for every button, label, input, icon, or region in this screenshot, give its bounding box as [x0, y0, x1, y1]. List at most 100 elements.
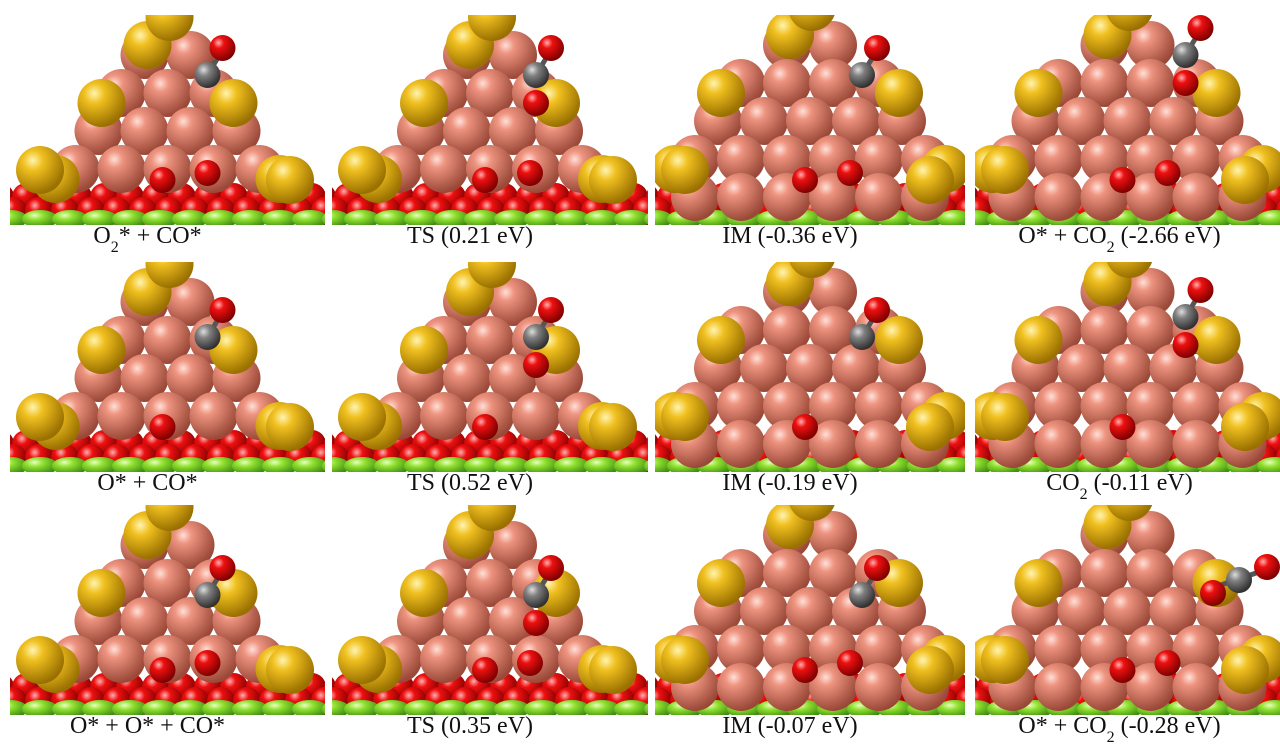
atom [472, 414, 498, 440]
structure-panel [308, 240, 687, 475]
atom [855, 173, 903, 221]
atom [517, 650, 543, 676]
caption-text: IM (-0.07 eV) [722, 713, 857, 739]
atom [472, 167, 498, 193]
structure-panel [631, 0, 1010, 228]
atom [1035, 663, 1083, 711]
atom [864, 297, 890, 323]
caption-text: (-0.11 eV) [1088, 470, 1193, 496]
page: O2* + CO*TS (0.21 eV)IM (-0.36 eV)O* + C… [0, 0, 1280, 749]
atom [210, 35, 236, 61]
atom [1173, 332, 1199, 358]
caption-text: CO [1046, 470, 1079, 496]
atom [98, 392, 146, 440]
atom [697, 559, 745, 607]
caption-text: IM (-0.36 eV) [722, 223, 857, 249]
structure-panel [951, 230, 1280, 475]
atom [589, 646, 637, 694]
atom [16, 636, 64, 684]
atom [1226, 567, 1252, 593]
atom [338, 146, 386, 194]
atom [195, 324, 221, 350]
atom [1221, 156, 1269, 204]
atom [400, 79, 448, 127]
caption-subscript: 2 [111, 239, 119, 256]
atom [717, 420, 765, 468]
caption: IM (-0.07 eV) [722, 713, 857, 739]
atom [538, 35, 564, 61]
atom [1254, 554, 1280, 580]
caption: O* + O* + CO* [70, 713, 225, 739]
atom [523, 62, 549, 88]
atom [400, 569, 448, 617]
atom [661, 393, 709, 441]
caption-text: O* + CO [1018, 713, 1106, 739]
atom [849, 324, 875, 350]
atom [697, 69, 745, 117]
atom [849, 62, 875, 88]
atom [420, 635, 468, 683]
atom [78, 79, 126, 127]
atom [538, 297, 564, 323]
caption-text: O* + O* + CO* [70, 713, 225, 739]
caption: CO2 (-0.11 eV) [1046, 470, 1192, 503]
caption-text: O [93, 223, 110, 249]
atom [792, 414, 818, 440]
atom [150, 167, 176, 193]
atom [195, 650, 221, 676]
caption: O2* + CO* [93, 223, 201, 256]
structure-panel [631, 473, 1010, 718]
atom [1173, 420, 1221, 468]
atom [717, 663, 765, 711]
atom [1188, 277, 1214, 303]
atom [338, 636, 386, 684]
atom [512, 392, 560, 440]
caption: O* + CO* [97, 470, 197, 496]
caption: O* + CO2 (-2.66 eV) [1018, 223, 1220, 256]
atom [981, 146, 1029, 194]
caption-text: TS (0.52 eV) [407, 470, 533, 496]
atom [400, 326, 448, 374]
atom [849, 582, 875, 608]
caption-text: TS (0.21 eV) [407, 223, 533, 249]
caption-text: IM (-0.19 eV) [722, 470, 857, 496]
atom [1173, 70, 1199, 96]
atom [523, 610, 549, 636]
atom [1221, 646, 1269, 694]
atom [98, 635, 146, 683]
atom [855, 420, 903, 468]
structure-panel [308, 0, 687, 228]
atom [875, 316, 923, 364]
caption: TS (0.35 eV) [407, 713, 533, 739]
atom [1173, 173, 1221, 221]
atom [1173, 304, 1199, 330]
caption-text: * + CO* [119, 223, 202, 249]
atom [523, 90, 549, 116]
atom [150, 414, 176, 440]
caption-subscript: 2 [1107, 239, 1115, 256]
atom [190, 392, 238, 440]
atom [864, 35, 890, 61]
atom [195, 62, 221, 88]
atom [981, 393, 1029, 441]
atom [210, 297, 236, 323]
atom [1221, 403, 1269, 451]
atom [195, 160, 221, 186]
atom [1193, 69, 1241, 117]
atom [98, 145, 146, 193]
structure-panel [308, 483, 687, 718]
atom [717, 173, 765, 221]
atom [855, 663, 903, 711]
caption-text: O* + CO* [97, 470, 197, 496]
atom [517, 160, 543, 186]
atom [266, 646, 314, 694]
atom [589, 156, 637, 204]
structure-panel [0, 0, 365, 228]
caption: IM (-0.36 eV) [722, 223, 857, 249]
atom [420, 392, 468, 440]
atom [1110, 167, 1136, 193]
atom [697, 316, 745, 364]
atom [1110, 657, 1136, 683]
atom [1015, 559, 1063, 607]
atom [472, 657, 498, 683]
